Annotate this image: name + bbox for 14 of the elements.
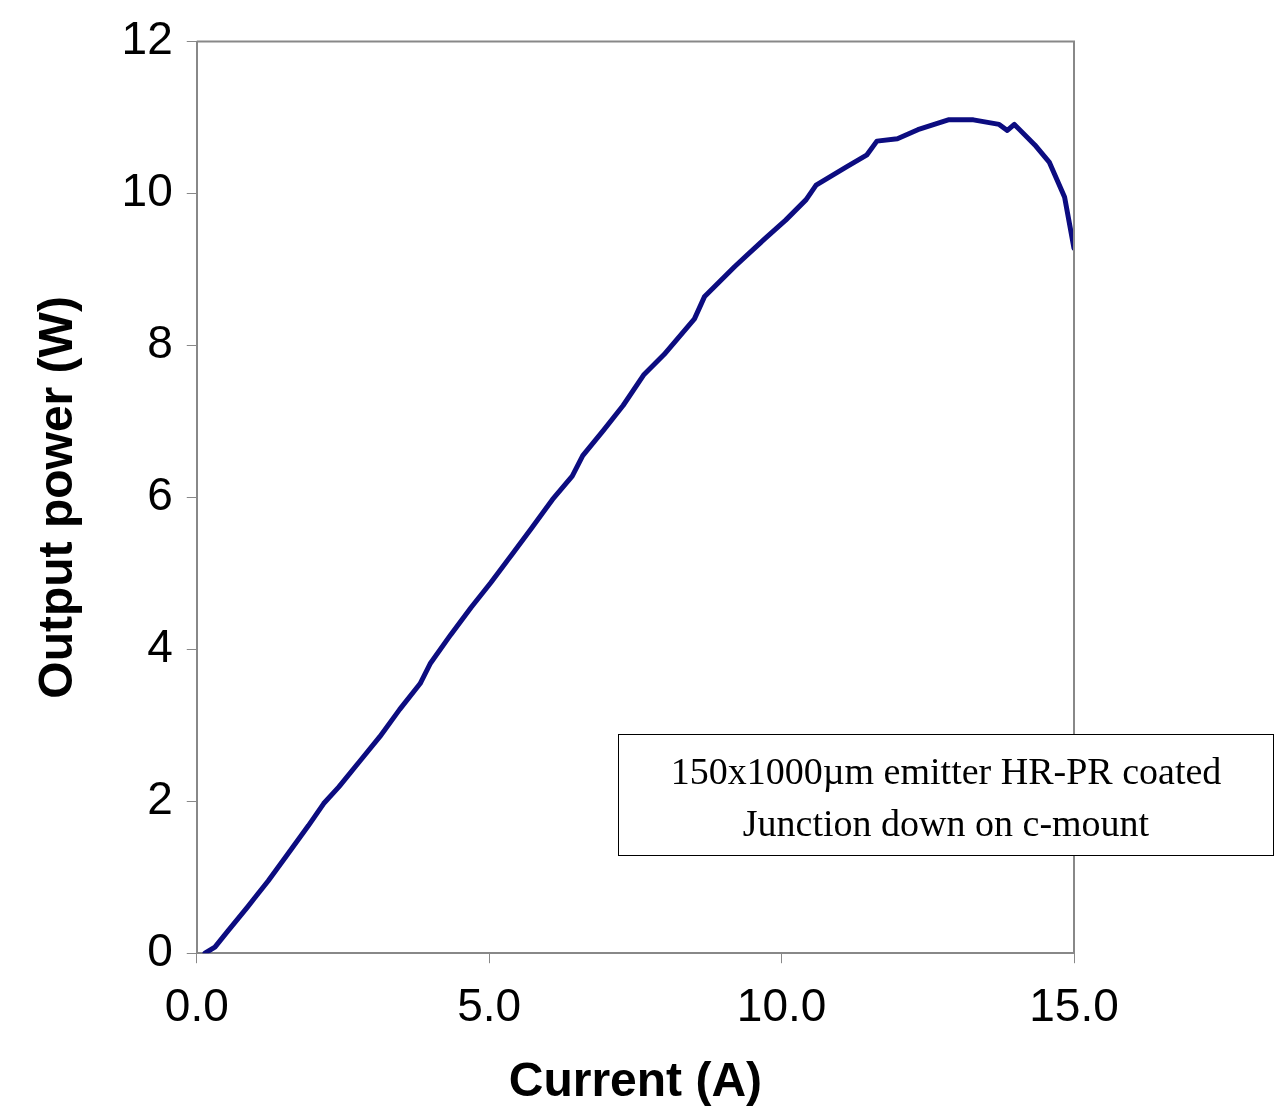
y-tick-label: 6 xyxy=(147,468,173,521)
x-axis-title: Current (A) xyxy=(508,1053,763,1107)
x-tick-label: 5.0 xyxy=(457,979,522,1032)
y-tick-label: 12 xyxy=(121,12,173,65)
y-tick-label: 10 xyxy=(121,164,173,217)
annotation: 150x1000µm emitter HR-PR coated Junction down on c-mount xyxy=(618,734,1274,856)
x-tick-label: 0.0 xyxy=(164,979,229,1032)
y-tick-label: 0 xyxy=(147,923,173,976)
y-tick-label: 8 xyxy=(147,316,173,369)
y-axis-title: Output power (W) xyxy=(29,296,83,699)
y-tick-label: 2 xyxy=(147,771,173,824)
x-tick-label: 10.0 xyxy=(736,979,827,1032)
y-tick-label: 4 xyxy=(147,620,173,673)
x-tick-label: 15.0 xyxy=(1029,979,1119,1032)
